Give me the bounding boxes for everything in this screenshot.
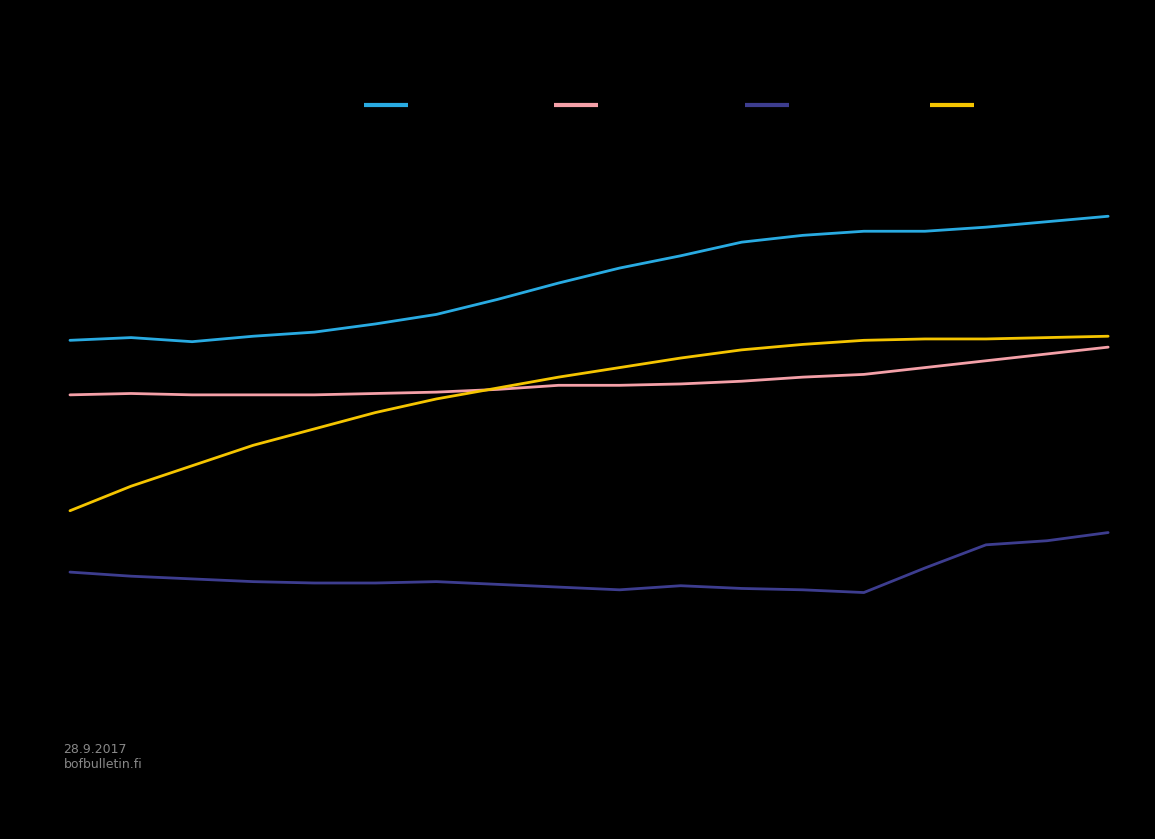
Text: 28.9.2017
bofbulletin.fi: 28.9.2017 bofbulletin.fi: [64, 743, 142, 770]
